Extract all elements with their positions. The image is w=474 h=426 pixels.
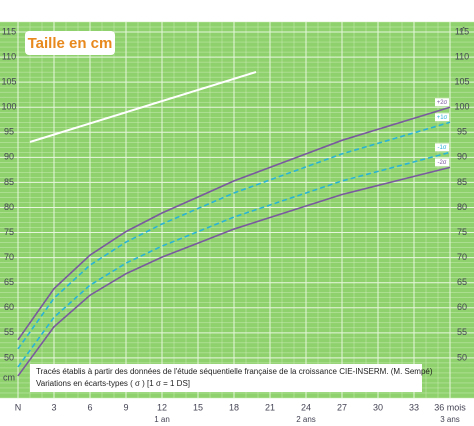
y-tick-label-right: 50 (457, 352, 467, 362)
curve-label: -2σ (437, 160, 446, 166)
grid (0, 21, 474, 399)
title-box (25, 31, 115, 55)
age-label: 2 ans (296, 415, 316, 424)
x-tick-label: N (15, 402, 22, 412)
y-tick-label-right: 55 (457, 327, 467, 337)
growth-curve (17, 106, 451, 341)
x-tick-label: 33 (409, 402, 419, 412)
y-tick-label-right: 75 (457, 227, 467, 237)
sex-symbol: ♂ (458, 24, 466, 36)
y-tick-label: 110 (2, 51, 16, 61)
curve-label-box (435, 143, 449, 152)
y-tick-label: 95 (4, 127, 14, 137)
y-tick-label: 80 (4, 202, 14, 212)
growth-curve (17, 121, 451, 350)
x-tick-label: 21 (265, 402, 275, 412)
curve-label-box (435, 98, 449, 107)
y-tick-label: 70 (4, 252, 14, 262)
x-tick-label: 18 (229, 402, 239, 412)
y-tick-label-right: 85 (457, 177, 467, 187)
curve-label-box (435, 113, 449, 122)
x-tick-label: 12 (157, 402, 167, 412)
y-tick-label: 90 (4, 152, 14, 162)
y-tick-label-right: 105 (454, 77, 469, 87)
y-tick-label: 75 (4, 227, 14, 237)
y-tick-label-right: 70 (457, 252, 467, 262)
chart-title: Taille en cm (28, 35, 113, 52)
decoration-line (29, 71, 257, 143)
y-tick-label-right: 80 (457, 202, 467, 212)
x-tick-label: 30 (373, 402, 383, 412)
curve-label: -1σ (437, 145, 446, 151)
y-tick-label: 50 (4, 352, 14, 362)
note-box (30, 364, 422, 392)
y-tick-label: 55 (4, 327, 14, 337)
y-tick-label: 105 (1, 77, 16, 87)
y-tick-label-right: 90 (457, 152, 467, 162)
y-tick-label-right: 60 (457, 302, 467, 312)
y-tick-label-right: 100 (454, 102, 469, 112)
curve-label: +2σ (437, 100, 448, 106)
x-tick-label: 3 (51, 402, 56, 412)
y-tick-label: 60 (4, 302, 14, 312)
growth-curve (17, 166, 451, 377)
y-tick-label: 100 (1, 102, 16, 112)
x-tick-label: 9 (123, 402, 128, 412)
curve-label-box (435, 158, 449, 167)
y-tick-label-right: 95 (457, 127, 467, 137)
plot-area (0, 22, 474, 398)
y-tick-label-right: 110 (455, 51, 469, 61)
growth-curve (17, 151, 451, 368)
note-line: Variations en écarts-types ( σ ) [1 σ = … (36, 379, 190, 388)
y-tick-label-right: 65 (457, 277, 467, 287)
age-label: 1 an (154, 415, 170, 424)
y-tick-label-right: 115 (455, 26, 469, 36)
x-tick-label: 15 (193, 402, 203, 412)
x-tick-label: 36 mois (434, 402, 466, 412)
curves: +2σ +1σ -1σ -2σ (17, 98, 451, 377)
curve-label: +1σ (437, 115, 448, 121)
note-line: Tracés établis à partir des données de l… (36, 367, 433, 376)
y-tick-label: 65 (4, 277, 14, 287)
y-tick-label: 85 (4, 177, 14, 187)
y-unit: cm (3, 372, 15, 382)
y-tick-label: 115 (2, 26, 16, 36)
age-label: 3 ans (440, 415, 460, 424)
x-tick-label: 6 (87, 402, 92, 412)
x-tick-label: 24 (301, 402, 311, 412)
x-tick-label: 27 (337, 402, 347, 412)
